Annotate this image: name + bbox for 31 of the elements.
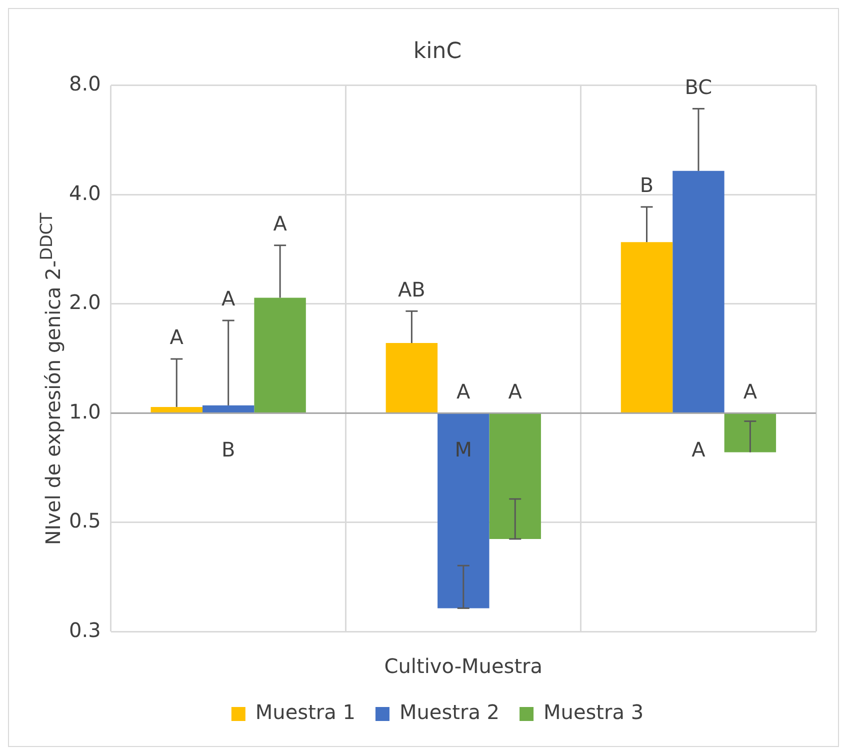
annotation: BC [684, 74, 712, 99]
annotation: A [508, 379, 522, 404]
annotation: A [221, 286, 236, 311]
annotation: AB [398, 277, 426, 302]
bar [620, 242, 673, 414]
bar [438, 413, 490, 608]
legend-label: Muestra 2 [399, 700, 500, 724]
annotation: M [454, 437, 472, 462]
y-tick-label: 4.0 [68, 180, 101, 205]
y-tick-label: 2.0 [68, 290, 101, 314]
y-tick-label: 8.0 [68, 72, 101, 96]
bar [386, 343, 438, 414]
bar [489, 413, 541, 539]
bar [254, 298, 306, 414]
annotation: A [743, 379, 758, 404]
annotation: A [170, 325, 184, 350]
bar [672, 170, 724, 414]
annotation: A [692, 437, 706, 462]
y-tick-label: 0.3 [68, 618, 101, 642]
annotation: B [221, 437, 236, 462]
y-tick-label: 1.0 [68, 399, 101, 424]
y-tick-label: 0.5 [68, 508, 101, 533]
bar [202, 405, 254, 414]
annotation: A [456, 379, 471, 404]
annotation: B [640, 173, 654, 198]
bar [724, 413, 776, 452]
chart-title: kinC [413, 38, 462, 64]
legend-label: Muestra 1 [255, 700, 356, 724]
annotation: A [273, 212, 288, 236]
x-axis-title: Cultivo-Muestra [384, 654, 543, 678]
legend-label: Muestra 3 [544, 700, 644, 724]
